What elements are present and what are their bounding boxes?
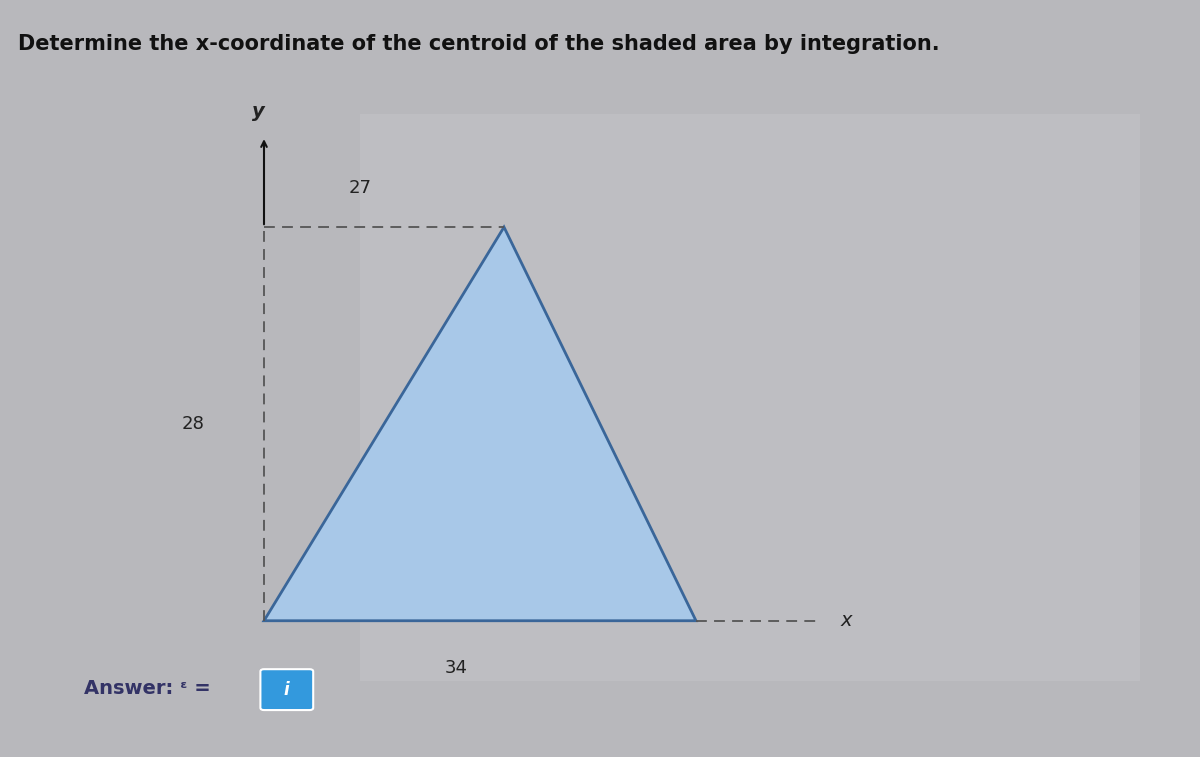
Text: 27: 27 [348, 179, 372, 197]
FancyBboxPatch shape [260, 669, 313, 710]
Bar [360, 114, 1140, 681]
Text: Determine the x-coordinate of the centroid of the shaded area by integration.: Determine the x-coordinate of the centro… [18, 34, 940, 54]
Text: 34: 34 [444, 659, 468, 677]
Text: y: y [252, 102, 264, 121]
Text: x: x [840, 611, 852, 631]
Text: i: i [284, 681, 289, 699]
Text: 28: 28 [181, 415, 204, 433]
Text: Answer: ᵋ =: Answer: ᵋ = [84, 679, 211, 699]
Polygon shape [264, 227, 696, 621]
